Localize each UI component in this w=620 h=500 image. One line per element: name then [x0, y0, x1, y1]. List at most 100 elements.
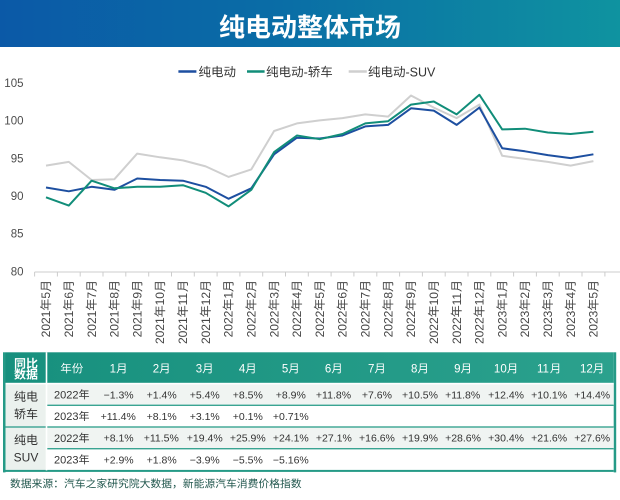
- svg-text:2021: 2021: [108, 310, 122, 337]
- svg-text:7: 7: [368, 364, 374, 376]
- svg-text:2023: 2023: [54, 455, 78, 467]
- svg-text:+19.9%: +19.9%: [402, 433, 438, 445]
- svg-text:+0.1%: +0.1%: [233, 411, 263, 423]
- svg-text:-SUV: -SUV: [406, 65, 437, 79]
- svg-text:5: 5: [282, 364, 288, 376]
- svg-text:5: 5: [39, 292, 53, 299]
- svg-text:4: 4: [239, 364, 246, 376]
- svg-text:+2.9%: +2.9%: [104, 454, 134, 466]
- svg-text:2022: 2022: [267, 310, 281, 337]
- svg-text:+11.4%: +11.4%: [101, 411, 136, 423]
- svg-text:100: 100: [4, 116, 23, 128]
- svg-text:7: 7: [85, 292, 99, 299]
- svg-text:9: 9: [454, 364, 460, 376]
- svg-text:2022: 2022: [54, 433, 78, 445]
- svg-text:+5.4%: +5.4%: [190, 389, 220, 401]
- svg-text:12: 12: [473, 292, 487, 306]
- svg-text:2021: 2021: [176, 317, 190, 344]
- svg-text:+19.4%: +19.4%: [187, 433, 223, 445]
- svg-text:−3.9%: −3.9%: [190, 454, 220, 466]
- svg-text:5: 5: [313, 292, 327, 299]
- svg-text:10: 10: [153, 292, 167, 306]
- svg-text:+27.1%: +27.1%: [316, 433, 352, 445]
- svg-text:−1.3%: −1.3%: [104, 389, 134, 401]
- svg-text:2022: 2022: [336, 310, 350, 337]
- svg-text:105: 105: [4, 78, 23, 90]
- svg-text:+8.1%: +8.1%: [147, 411, 177, 423]
- svg-text:+1.4%: +1.4%: [147, 389, 177, 401]
- svg-text:10: 10: [427, 292, 441, 306]
- svg-text:2021: 2021: [130, 310, 144, 337]
- svg-text:4: 4: [290, 292, 304, 299]
- svg-text:2023: 2023: [587, 310, 601, 337]
- svg-text:+21.6%: +21.6%: [531, 433, 567, 445]
- svg-text:1: 1: [495, 292, 509, 299]
- svg-text:1: 1: [222, 292, 236, 299]
- svg-text:SUV: SUV: [14, 451, 39, 465]
- svg-text:8: 8: [108, 292, 122, 299]
- svg-text:12: 12: [199, 292, 213, 306]
- svg-text:+8.1%: +8.1%: [104, 433, 134, 445]
- svg-text:2021: 2021: [62, 310, 76, 337]
- svg-text:3: 3: [196, 364, 202, 376]
- svg-text:-: -: [304, 65, 308, 79]
- svg-text:2022: 2022: [222, 310, 236, 337]
- svg-text:2022: 2022: [244, 310, 258, 337]
- svg-text:+1.8%: +1.8%: [147, 454, 177, 466]
- svg-text:2022: 2022: [450, 317, 464, 344]
- svg-text:8: 8: [381, 292, 395, 299]
- svg-text:9: 9: [130, 292, 144, 299]
- svg-text:10: 10: [494, 364, 507, 376]
- svg-text:6: 6: [336, 292, 350, 299]
- svg-text:2021: 2021: [199, 317, 213, 344]
- svg-text:+28.6%: +28.6%: [445, 433, 481, 445]
- svg-text:2022: 2022: [359, 310, 373, 337]
- svg-text:2022: 2022: [290, 310, 304, 337]
- svg-text:2022: 2022: [54, 389, 78, 401]
- svg-text:2023: 2023: [541, 310, 555, 337]
- svg-text:6: 6: [325, 364, 331, 376]
- svg-text:12: 12: [580, 364, 593, 376]
- svg-text:+7.6%: +7.6%: [362, 389, 392, 401]
- svg-text:2021: 2021: [39, 310, 53, 337]
- svg-text:11: 11: [450, 293, 464, 306]
- svg-text:+16.6%: +16.6%: [359, 433, 395, 445]
- svg-text:2022: 2022: [381, 310, 395, 337]
- svg-text:8: 8: [411, 364, 417, 376]
- svg-text:95: 95: [11, 153, 24, 165]
- svg-text:2: 2: [244, 292, 258, 299]
- svg-text:+8.5%: +8.5%: [233, 389, 263, 401]
- svg-text:+14.4%: +14.4%: [574, 389, 610, 401]
- svg-text:+30.4%: +30.4%: [488, 433, 524, 445]
- svg-text:2: 2: [518, 292, 532, 299]
- svg-text:85: 85: [11, 229, 24, 241]
- svg-text:+12.4%: +12.4%: [488, 389, 524, 401]
- svg-text:6: 6: [62, 292, 76, 299]
- svg-text:2021: 2021: [153, 317, 167, 344]
- svg-text:2023: 2023: [518, 310, 532, 337]
- svg-text:+27.6%: +27.6%: [574, 433, 610, 445]
- svg-text:11: 11: [176, 293, 190, 306]
- svg-text:−5.16%: −5.16%: [273, 454, 309, 466]
- svg-text:9: 9: [404, 292, 418, 299]
- svg-text:+11.8%: +11.8%: [445, 389, 480, 401]
- svg-text:+10.1%: +10.1%: [531, 389, 567, 401]
- svg-text:2022: 2022: [313, 310, 327, 337]
- svg-text:3: 3: [541, 292, 555, 299]
- svg-text:+11.8%: +11.8%: [316, 389, 351, 401]
- svg-text:+24.1%: +24.1%: [273, 433, 309, 445]
- svg-text:2: 2: [153, 364, 159, 376]
- svg-text:4: 4: [564, 292, 578, 299]
- svg-text:2023: 2023: [495, 310, 509, 337]
- svg-text:+25.9%: +25.9%: [230, 433, 266, 445]
- svg-text:+10.5%: +10.5%: [402, 389, 438, 401]
- svg-text:80: 80: [11, 266, 24, 278]
- svg-text:+8.9%: +8.9%: [276, 389, 306, 401]
- svg-text:1: 1: [110, 364, 116, 376]
- svg-text:3: 3: [267, 292, 281, 299]
- svg-text:2021: 2021: [85, 310, 99, 337]
- svg-text:11: 11: [537, 364, 549, 376]
- svg-text:90: 90: [11, 191, 24, 203]
- svg-text:2022: 2022: [404, 310, 418, 337]
- svg-text:2023: 2023: [564, 310, 578, 337]
